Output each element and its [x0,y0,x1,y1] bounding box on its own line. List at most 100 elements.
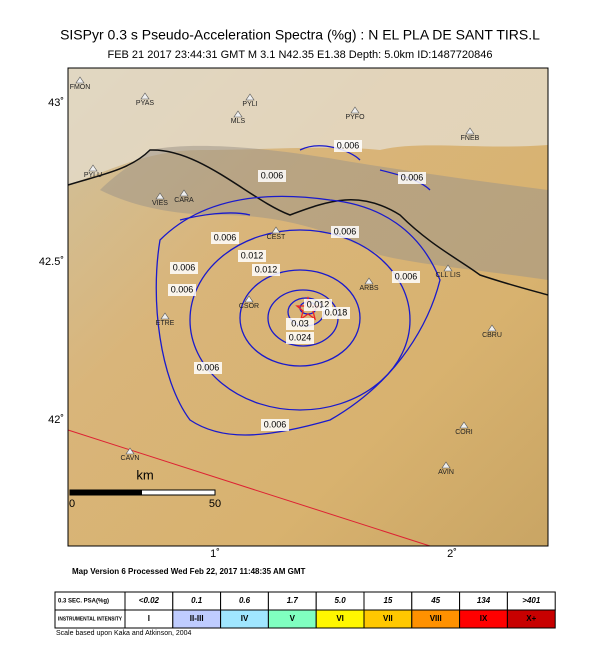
footer: Map Version 6 Processed Wed Feb 22, 2017… [72,567,306,576]
lon-label: 2˚ [447,548,457,560]
label-box [286,332,314,344]
station-label: PYLU [84,172,102,179]
intensity-label: II-III [190,614,204,623]
label-box [322,307,350,319]
psa-label: 45 [430,596,440,605]
stations: FMON PYAS PYLI MLS PYFO FNEB PYLU CARA VIES CEST A… [70,76,502,476]
contour-label: 0.006 [170,262,198,274]
title: SISPyr 0.3 s Pseudo-Acceleration Spectra… [60,27,540,43]
contour-value: 0.006 [214,232,237,242]
intensity-label: V [290,614,296,623]
intensity-label: VI [336,614,344,623]
contour-value: 0.006 [264,419,287,429]
station-label: CEST [267,234,286,241]
station-marker [75,76,85,84]
mountains [100,145,548,280]
lon-label: 1˚ [210,548,220,560]
station-marker [125,447,135,455]
contour-value: 0.024 [289,332,312,342]
station-marker [155,192,165,200]
station-label: CLL LIS [435,272,460,279]
station-marker [233,110,243,118]
contour-value: 0.006 [173,262,196,272]
lowland-north [68,68,548,185]
station-label: CAVN [121,455,140,462]
label-box [252,264,280,276]
station-marker [179,189,189,197]
label-box [334,140,362,152]
legend-row-title: INSTRUMENTAL INTENSITY [58,616,122,622]
label-box [194,362,222,374]
intensity-label: I [148,614,150,623]
contour-label: 0.006 [334,140,362,152]
station-label: PYLI [242,101,257,108]
intensity-label: VIII [430,614,442,623]
legend-row-title: 0.3 SEC. PSA(%g) [58,599,109,605]
label-box [392,271,420,283]
lat-label: 42.5˚ [39,256,64,268]
label-box [398,172,426,184]
station-label: FMON [70,84,91,91]
psa-label: 0.1 [191,596,203,605]
station-marker [271,226,281,234]
psa-label: >401 [522,596,541,605]
psa-label: 5.0 [335,596,347,605]
station-label: PYAS [136,100,154,107]
contour-value: 0.006 [171,284,194,294]
scale-start: 0 [69,498,75,510]
intensity-label: IX [480,614,488,623]
contour-value: 0.012 [307,299,330,309]
station-marker [140,92,150,100]
contour-label: 0.03 [286,318,314,330]
psa-label: 134 [477,596,491,605]
contour-label: 0.006 [194,362,222,374]
contour-value: 0.018 [325,307,348,317]
station-label: MLS [231,118,246,125]
station-marker [441,461,451,469]
station-label: CARA [174,197,194,204]
contour-value: 0.006 [334,226,357,236]
station-marker [160,312,170,320]
contour-label: 0.006 [261,419,289,431]
intensity-label: IV [241,614,249,623]
psa-label: <0.02 [139,596,160,605]
scale-bar-fill [70,490,142,495]
contour-label: 0.006 [168,284,196,296]
station-marker [245,93,255,101]
station-marker [88,164,98,172]
rupture-line [67,429,431,547]
psa-label: 1.7 [287,596,299,605]
scale-end: 50 [209,498,221,510]
lat-label: 42˚ [48,414,64,426]
contour-value: 0.006 [261,170,284,180]
station-marker [487,324,497,332]
label-box [261,419,289,431]
label-box [331,226,359,238]
station-label: ETRE [156,320,175,327]
contour-value: 0.03 [291,318,309,328]
scale-unit: km [136,467,153,482]
label-box [238,250,266,262]
station-label: CBRU [482,332,502,339]
contour-label: 0.006 [258,170,286,182]
station-label: CORI [455,429,473,436]
station-marker [350,106,360,114]
contour-value: 0.006 [401,172,424,182]
station-label: PYFO [345,114,365,121]
contour-label: 0.006 [392,271,420,283]
station-label: VIES [152,200,168,207]
station-label: ARBS [359,285,378,292]
contour-label: 0.018 [322,307,350,319]
contour-value: 0.012 [255,264,278,274]
contour-label: 0.006 [331,226,359,238]
legend-note: Scale based upon Kaka and Atkinson, 2004 [56,630,192,637]
contour-value: 0.006 [395,271,418,281]
label-box [286,318,314,330]
label-box [211,232,239,244]
station-marker [244,295,254,303]
contour-label: 0.006 [211,232,239,244]
intensity-label: X+ [526,614,536,623]
contour-labels: 0.006 0.006 0.006 0.006 0.006 0.006 0.006 0.006… [168,140,426,431]
label-box [170,262,198,274]
intensity-label: VII [383,614,393,623]
